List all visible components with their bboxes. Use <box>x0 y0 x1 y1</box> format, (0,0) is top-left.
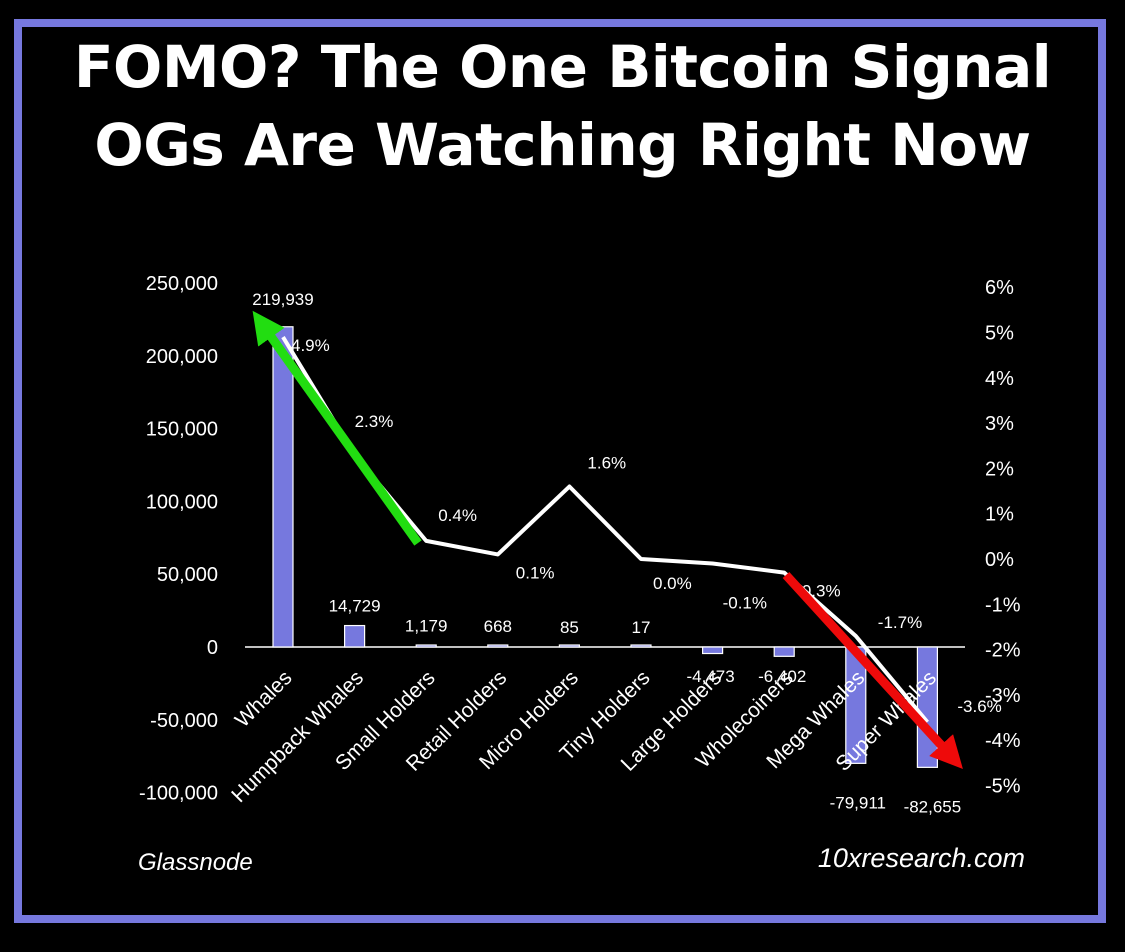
y-right-tick-label: 5% <box>985 323 1014 345</box>
y-right-tick-label: -5% <box>985 776 1021 798</box>
website-label: 10xresearch.com <box>818 843 1025 873</box>
y-right-tick-label: -4% <box>985 730 1021 752</box>
y-right-tick-label: -1% <box>985 594 1021 616</box>
chart-frame <box>14 19 1106 923</box>
line-value-label: 0.0% <box>653 574 692 593</box>
y-left-tick-label: 200,000 <box>146 346 218 368</box>
y-left-tick-label: 250,000 <box>146 273 218 295</box>
green-up-arrow <box>252 310 422 546</box>
y-left-tick-label: 100,000 <box>146 491 218 513</box>
bar-value-label: 17 <box>632 618 651 637</box>
bar-humpback-whales <box>344 624 366 648</box>
bar-tiny-holders <box>630 644 652 648</box>
page-title: FOMO? The One Bitcoin Signal OGs Are Wat… <box>73 33 1052 179</box>
bar-micro-holders <box>558 644 581 648</box>
bar-value-label: 668 <box>484 617 512 636</box>
category-label: Whales <box>231 666 297 732</box>
line-value-label: 0.1% <box>516 563 555 582</box>
bar-value-label: -79,911 <box>830 793 886 812</box>
bar-value-label: 14,729 <box>329 597 381 616</box>
line-value-label: 0.4% <box>438 506 477 525</box>
y-left-tick-label: -50,000 <box>150 710 218 732</box>
category-label: Humpback Whales <box>227 666 368 807</box>
y-right-tick-label: -2% <box>985 640 1021 662</box>
y-right-tick-label: 2% <box>985 458 1014 480</box>
y-right-tick-label: 4% <box>985 368 1014 390</box>
line-value-label: 4.9% <box>291 336 330 355</box>
line-value-label: -1.7% <box>878 613 922 632</box>
y-left-tick-label: 50,000 <box>157 564 218 586</box>
y-left-tick-label: 0 <box>207 637 218 659</box>
y-right-tick-label: 0% <box>985 549 1014 571</box>
y-left-tick-label: -100,000 <box>139 783 218 805</box>
bar-retail-holders <box>487 644 509 648</box>
y-right-tick-label: -3% <box>985 685 1021 707</box>
bar-wholecoiners <box>773 646 795 657</box>
y-right-tick-label: 3% <box>985 413 1014 435</box>
bar-value-label: 1,179 <box>405 616 448 635</box>
y-left-tick-label: 150,000 <box>146 419 218 441</box>
y-right-tick-label: 1% <box>985 504 1014 526</box>
bar-value-label: -6,402 <box>758 667 806 686</box>
bar-small-holders <box>415 644 437 648</box>
bar-large-holders <box>701 646 724 655</box>
bar-value-label: -82,655 <box>904 797 962 816</box>
bar-value-label: 219,939 <box>252 290 313 309</box>
line-value-label: -0.1% <box>723 594 767 613</box>
line-series <box>281 335 929 724</box>
line-value-label: -3.6% <box>957 697 1001 716</box>
bar-super-whales <box>916 646 939 768</box>
bar-value-label: -4,473 <box>686 667 734 686</box>
bar-value-label: 85 <box>560 618 579 637</box>
red-down-arrow <box>782 571 963 769</box>
line-value-label: 1.6% <box>587 454 626 473</box>
y-right-tick-label: 6% <box>985 277 1014 299</box>
bar-whales <box>272 326 294 648</box>
source-label: Glassnode <box>138 849 253 876</box>
line-value-label: 2.3% <box>355 412 394 431</box>
